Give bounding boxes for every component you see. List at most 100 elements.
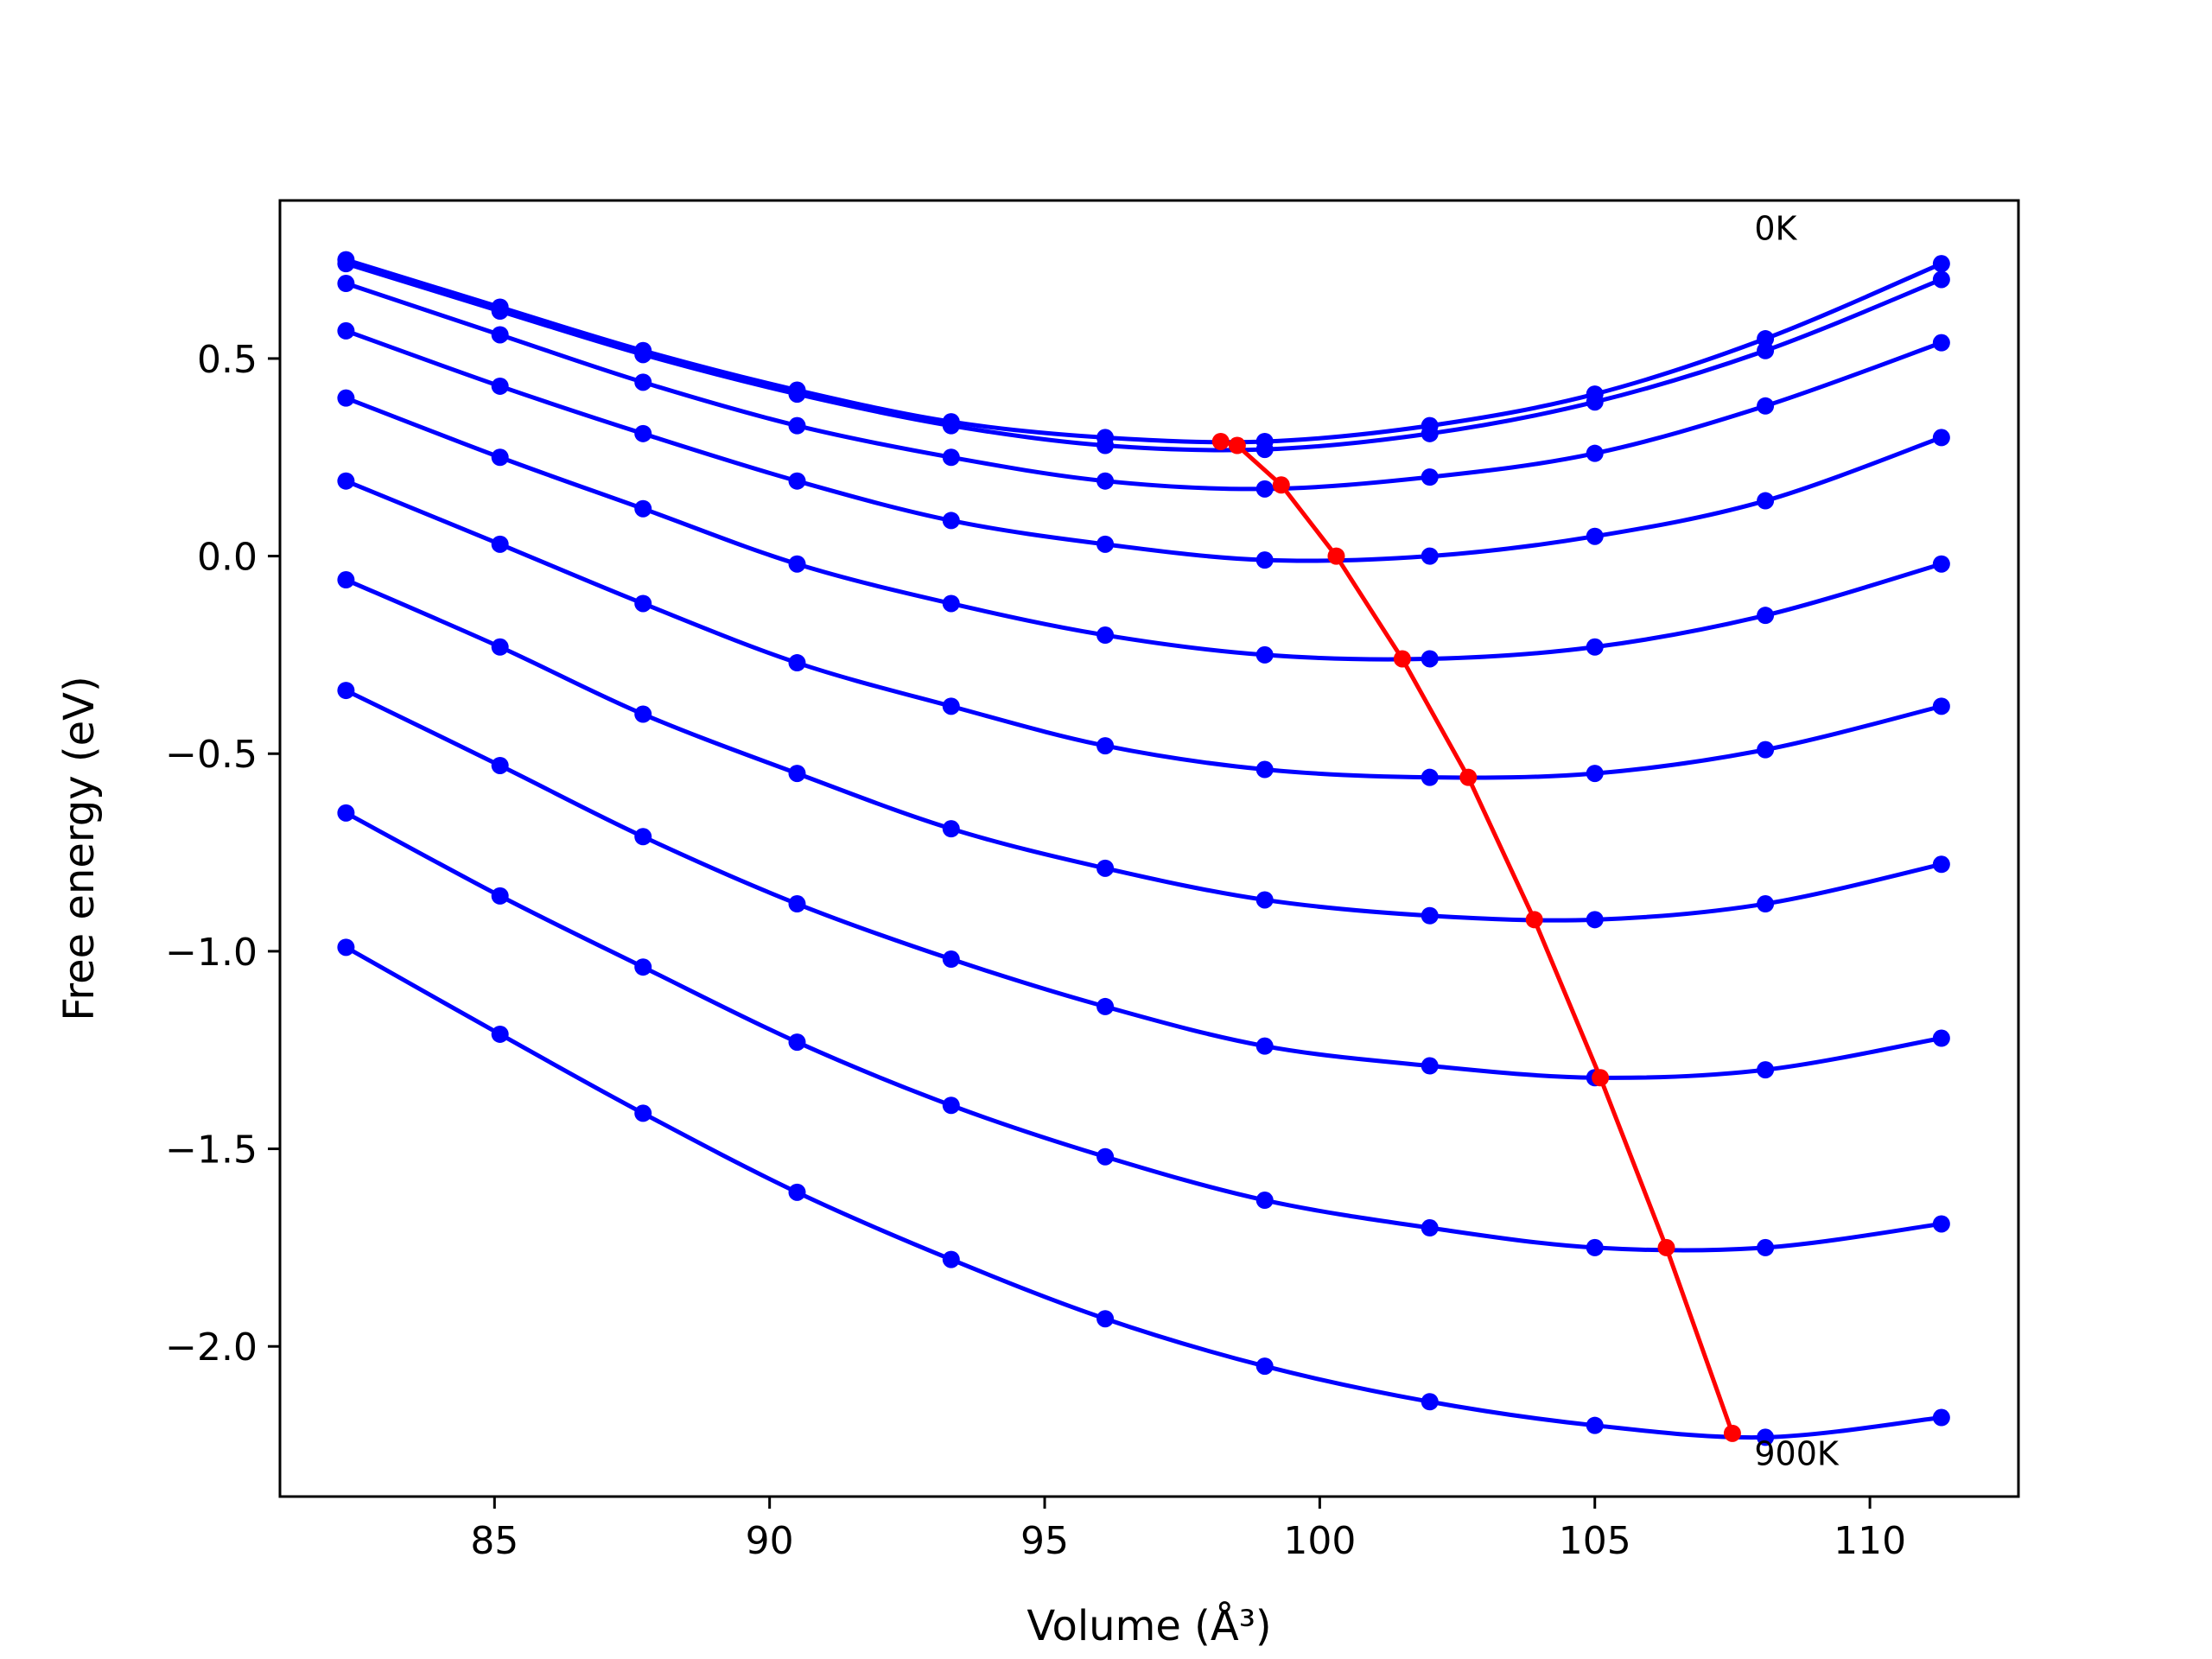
series-point — [1757, 1428, 1775, 1446]
y-tick-label: 0.0 — [197, 536, 257, 580]
series-point — [491, 302, 509, 321]
series-point — [942, 512, 960, 530]
series-point — [337, 321, 355, 340]
series-point — [1757, 1238, 1775, 1256]
minimum-point — [1228, 436, 1246, 454]
series-point — [337, 804, 355, 822]
series-point — [1757, 330, 1775, 348]
series-point — [1255, 551, 1274, 569]
series-point — [1932, 270, 1950, 289]
series-point — [1096, 859, 1115, 877]
series-point — [1255, 891, 1274, 909]
series-point — [634, 499, 652, 518]
series-point — [1757, 492, 1775, 510]
series-point — [1421, 547, 1439, 565]
minimum-point — [1459, 768, 1478, 786]
series-point — [491, 377, 509, 395]
series-2 — [337, 255, 1950, 459]
series-point — [337, 275, 355, 293]
series-point — [491, 638, 509, 656]
series-point — [1757, 397, 1775, 415]
series-point — [1757, 607, 1775, 625]
series-point — [1586, 527, 1604, 545]
series-point — [634, 958, 652, 976]
series-3 — [337, 275, 1950, 498]
y-tick-label: 0.5 — [197, 338, 257, 382]
minimum-point — [1723, 1424, 1741, 1442]
series-point — [337, 389, 355, 407]
series-7 — [337, 571, 1950, 929]
minimum-point — [1393, 650, 1411, 668]
series-point — [1586, 444, 1604, 462]
series-point — [634, 705, 652, 723]
series-point — [1096, 997, 1115, 1015]
minimum-energy-curve — [1211, 432, 1741, 1442]
series-point — [634, 594, 652, 613]
series-point — [1932, 1408, 1950, 1427]
series-point — [788, 385, 806, 404]
x-tick-label: 85 — [470, 1519, 518, 1563]
series-point — [1932, 429, 1950, 447]
y-tick-label: −0.5 — [165, 733, 257, 777]
series-point — [942, 416, 960, 435]
series-point — [1096, 436, 1115, 454]
x-tick-label: 105 — [1559, 1519, 1631, 1563]
series-point — [634, 1104, 652, 1122]
y-axis-ticks: 0.5 0.0 −0.5 −1.0 −1.5 −2.0 — [165, 338, 280, 1370]
series-point — [1586, 765, 1604, 783]
series-point — [1586, 638, 1604, 656]
x-tick-label: 100 — [1283, 1519, 1356, 1563]
series-point — [1255, 1357, 1274, 1376]
series-6 — [337, 472, 1950, 786]
series-point — [1932, 334, 1950, 352]
series-point — [942, 448, 960, 467]
minimum-line — [1220, 439, 1735, 1434]
series-point — [1096, 626, 1115, 645]
series-point — [1932, 697, 1950, 715]
series-point — [942, 1250, 960, 1268]
y-tick-label: −1.5 — [165, 1128, 257, 1173]
series-point — [942, 1096, 960, 1115]
series-point — [1255, 480, 1274, 498]
series-point — [1255, 645, 1274, 664]
series-point — [1255, 1037, 1274, 1055]
series-point — [1255, 1192, 1274, 1210]
annotation-label: 900K — [1754, 1434, 1840, 1472]
series-point — [1421, 468, 1439, 486]
series-point — [491, 448, 509, 467]
series-point — [1096, 1147, 1115, 1166]
series-point — [788, 416, 806, 435]
x-tick-label: 90 — [746, 1519, 794, 1563]
series-point — [337, 472, 355, 490]
series-point — [1932, 1215, 1950, 1233]
series-point — [1932, 255, 1950, 273]
series-point — [634, 373, 652, 391]
series-point — [337, 682, 355, 700]
x-axis-label: Volume (Å³) — [1027, 1601, 1271, 1650]
series-9 — [337, 804, 1950, 1256]
series-point — [1096, 535, 1115, 553]
series-point — [1757, 341, 1775, 359]
series-point — [788, 1183, 806, 1201]
minimum-point — [1272, 476, 1290, 494]
x-axis-ticks: 85 90 95 100 105 110 — [470, 1497, 1906, 1563]
minimum-point — [1592, 1069, 1610, 1087]
series-point — [337, 571, 355, 589]
series-point — [1586, 1238, 1604, 1256]
series-point — [634, 424, 652, 442]
series-point — [788, 1033, 806, 1052]
series-point — [634, 828, 652, 846]
series-point — [942, 697, 960, 715]
series-point — [1586, 1416, 1604, 1434]
series-point — [1421, 1393, 1439, 1411]
minimum-point — [1657, 1238, 1675, 1256]
series-point — [1096, 737, 1115, 755]
annotation-label: 0K — [1754, 210, 1797, 248]
series-point — [337, 938, 355, 957]
series-point — [1932, 855, 1950, 874]
series-point — [788, 472, 806, 490]
x-tick-label: 95 — [1020, 1519, 1069, 1563]
series-point — [1421, 768, 1439, 786]
series-4 — [337, 321, 1950, 569]
series-point — [1096, 1310, 1115, 1328]
